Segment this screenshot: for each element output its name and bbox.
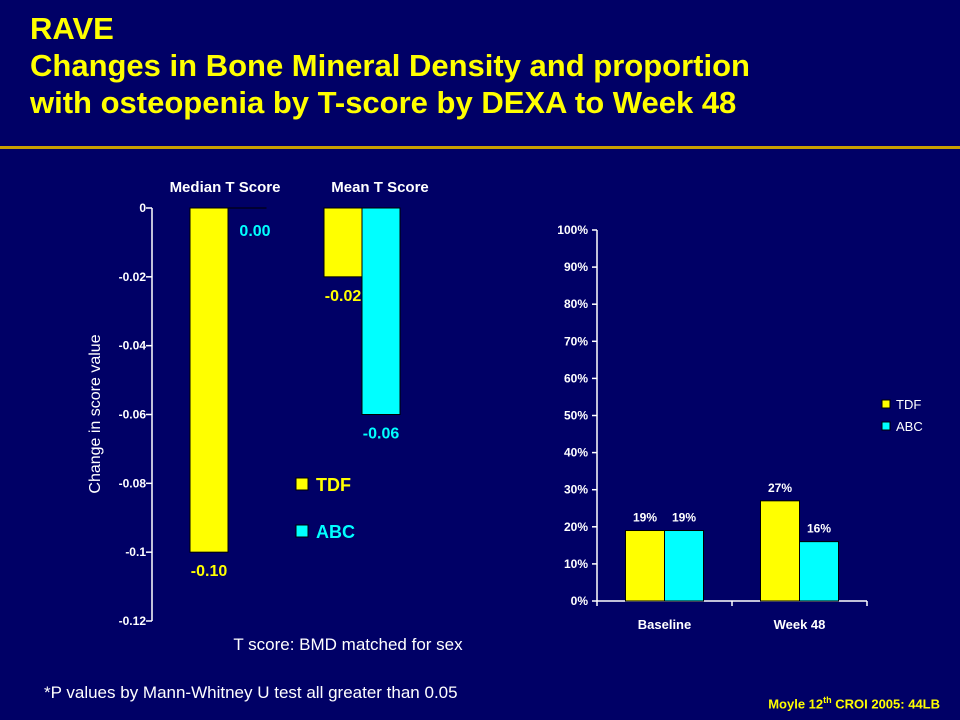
chart2-bar bbox=[625, 530, 665, 602]
chart1-category-label: Median T Score bbox=[170, 179, 281, 196]
chart1-category-label: Mean T Score bbox=[331, 179, 429, 196]
chart1-legend-swatch bbox=[295, 477, 309, 491]
chart2-category-label: Baseline bbox=[638, 617, 691, 632]
chart2-y-tick-label: 0% bbox=[571, 594, 589, 608]
chart2-y-tick-label: 60% bbox=[564, 371, 588, 385]
citation-venue: CROI 2005: 44LB bbox=[831, 696, 940, 712]
chart2-legend-swatch bbox=[881, 421, 891, 431]
chart2-bar bbox=[760, 500, 800, 602]
footnote: *P values by Mann-Whitney U test all gre… bbox=[44, 683, 458, 702]
chart1-legend-label: TDF bbox=[316, 475, 351, 495]
chart1-bar bbox=[189, 207, 229, 553]
chart1-y-tick-label: -0.04 bbox=[119, 339, 147, 353]
chart2-y-tick-label: 20% bbox=[564, 520, 588, 534]
chart2-data-label: 16% bbox=[807, 522, 831, 536]
chart2-y-tick-label: 70% bbox=[564, 334, 588, 348]
chart2-legend-label: ABC bbox=[896, 419, 923, 434]
chart1-y-axis-label: Change in score value bbox=[87, 334, 104, 493]
chart2-data-label: 27% bbox=[768, 481, 792, 495]
chart2-y-tick-label: 40% bbox=[564, 446, 588, 460]
chart1-x-axis-label: T score: BMD matched for sex bbox=[233, 635, 463, 654]
chart1-bar bbox=[323, 207, 363, 278]
chart2-category-label: Week 48 bbox=[774, 617, 826, 632]
title-line-2: Changes in Bone Mineral Density and prop… bbox=[30, 48, 750, 83]
chart2-data-label: 19% bbox=[633, 511, 657, 525]
chart2-legend-swatch bbox=[881, 399, 891, 409]
chart2-bar bbox=[664, 530, 704, 602]
chart1-data-label: -0.06 bbox=[363, 426, 400, 443]
chart1-data-label: -0.10 bbox=[191, 563, 228, 580]
slide-title: RAVE Changes in Bone Mineral Density and… bbox=[30, 10, 950, 121]
chart2-y-tick-label: 10% bbox=[564, 557, 588, 571]
chart1-legend-swatch bbox=[295, 524, 309, 538]
chart2-y-tick-label: 30% bbox=[564, 483, 588, 497]
chart2-y-tick-label: 100% bbox=[557, 223, 588, 237]
chart2-data-label: 19% bbox=[672, 511, 696, 525]
citation-superscript: th bbox=[823, 695, 832, 705]
chart1-bar bbox=[361, 207, 401, 415]
chart2-bar bbox=[799, 541, 839, 602]
chart1-legend-label: ABC bbox=[316, 522, 355, 542]
citation-text: Moyle 12 bbox=[768, 696, 824, 712]
chart2-legend-label: TDF bbox=[896, 397, 921, 412]
chart1-y-tick-label: 0 bbox=[139, 201, 146, 215]
chart1-y-tick-label: -0.12 bbox=[119, 614, 147, 628]
chart2-y-tick-label: 90% bbox=[564, 260, 588, 274]
chart1-y-tick-label: -0.06 bbox=[119, 408, 147, 422]
chart1-data-label: 0.00 bbox=[239, 223, 270, 240]
chart1-data-label: -0.02 bbox=[325, 288, 362, 305]
chart2-y-tick-label: 50% bbox=[564, 409, 588, 423]
title-line-3: with osteopenia by T-score by DEXA to We… bbox=[30, 85, 737, 120]
title-divider bbox=[0, 146, 960, 149]
chart2-y-tick-label: 80% bbox=[564, 297, 588, 311]
title-line-1: RAVE bbox=[30, 11, 114, 46]
chart1-y-tick-label: -0.02 bbox=[119, 270, 147, 284]
chart1-y-tick-label: -0.08 bbox=[119, 476, 147, 490]
citation: Moyle 12th CROI 2005: 44LB bbox=[768, 695, 940, 711]
chart1-y-tick-label: -0.1 bbox=[125, 545, 146, 559]
